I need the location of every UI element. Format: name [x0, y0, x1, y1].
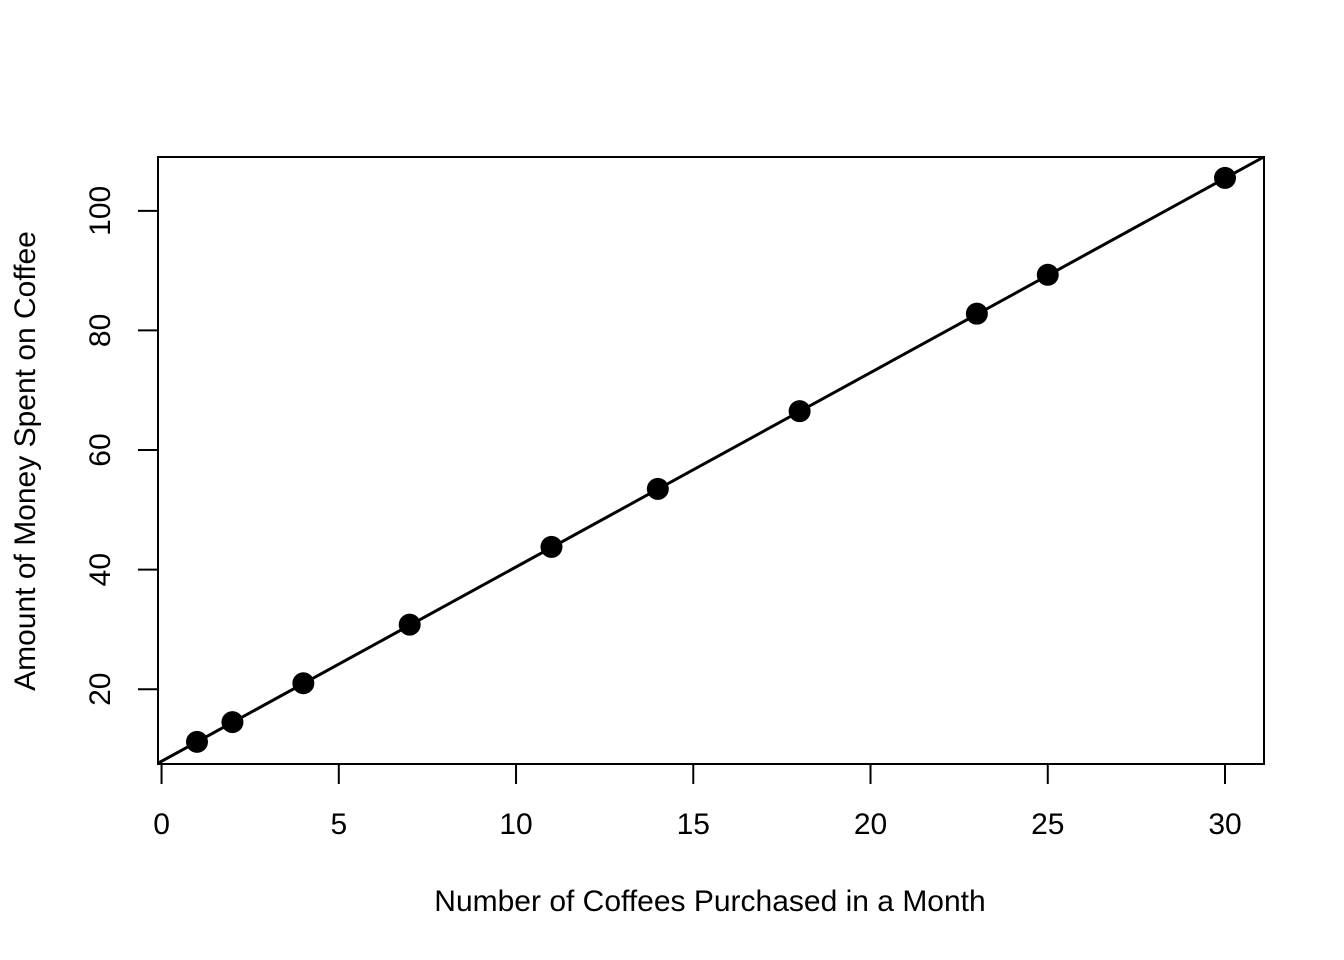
data-point — [185, 730, 208, 753]
x-axis-label: Number of Coffees Purchased in a Month — [434, 885, 985, 918]
y-axis-label: Amount of Money Spent on Coffee — [9, 231, 42, 691]
data-point — [398, 613, 421, 636]
x-tick-label: 20 — [854, 808, 887, 841]
x-axis: 0 5 10 15 20 25 30 — [153, 763, 1242, 841]
y-tick-label: 80 — [84, 314, 117, 347]
x-tick-label: 30 — [1208, 808, 1241, 841]
y-axis: 20 40 60 80 100 — [84, 186, 159, 706]
fit-line-group — [158, 157, 1264, 764]
data-points — [185, 166, 1237, 753]
x-tick-label: 15 — [677, 808, 710, 841]
x-tick-label: 10 — [499, 808, 532, 841]
x-tick-label: 25 — [1031, 808, 1064, 841]
data-point — [292, 672, 315, 695]
y-tick-label: 20 — [84, 673, 117, 706]
data-point — [646, 477, 669, 500]
fit-line — [158, 157, 1264, 764]
data-point — [540, 535, 563, 558]
data-point — [221, 711, 244, 734]
data-point — [1036, 263, 1059, 286]
data-point — [788, 400, 811, 423]
y-tick-label: 40 — [84, 553, 117, 586]
y-tick-label: 60 — [84, 433, 117, 466]
data-point — [1214, 166, 1237, 189]
x-tick-label: 0 — [153, 808, 170, 841]
data-point — [965, 302, 988, 325]
x-tick-label: 5 — [330, 808, 347, 841]
y-tick-label: 100 — [84, 186, 117, 236]
